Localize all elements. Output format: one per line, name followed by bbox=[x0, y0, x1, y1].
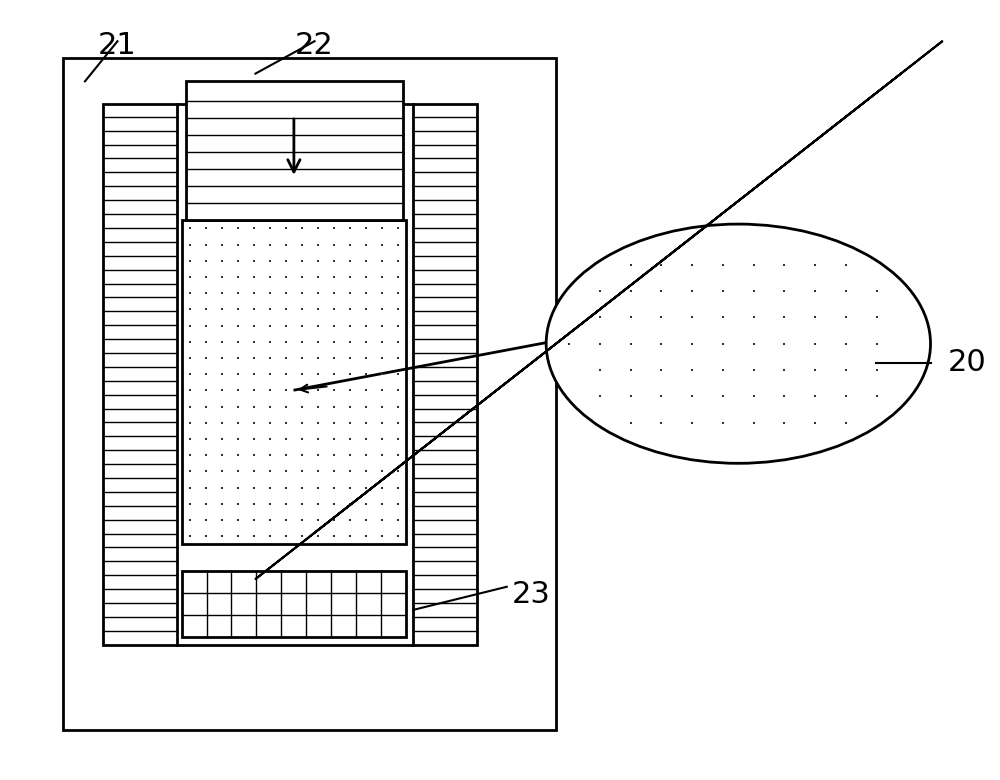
Bar bbox=[182, 220, 406, 544]
Bar bbox=[103, 105, 477, 644]
Bar bbox=[186, 81, 403, 220]
Text: 21: 21 bbox=[98, 31, 137, 60]
Text: 23: 23 bbox=[512, 580, 551, 609]
Ellipse shape bbox=[546, 224, 931, 463]
Bar bbox=[182, 571, 406, 637]
Text: 20: 20 bbox=[948, 349, 987, 378]
Text: 22: 22 bbox=[295, 31, 334, 60]
Bar bbox=[63, 58, 556, 729]
